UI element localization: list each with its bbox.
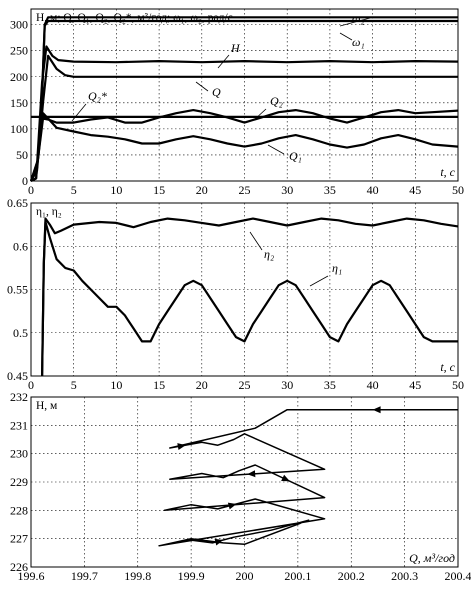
- series-line-1: [41, 217, 459, 377]
- y-tick-label: 226: [10, 560, 28, 574]
- y-tick-label: 232: [10, 390, 28, 404]
- x-tick-label: 40: [367, 183, 379, 197]
- annotation-label: Q: [212, 85, 221, 99]
- chart-panel-2: 0 5 10 15 20 25 30 35 40 45 50 0.45 0.5 0.55 0.6 0.65 η₁…: [7, 196, 464, 392]
- y-tick-label: 150: [10, 96, 28, 110]
- trajectory-arrow: [177, 443, 186, 451]
- trajectory-arrow: [227, 502, 237, 510]
- plot-frame: [30, 8, 459, 182]
- y-axis-label: η₁, η₂: [36, 206, 62, 218]
- x-axis-label: t, c: [440, 360, 455, 374]
- x-tick-label: 5: [71, 378, 77, 392]
- series-line-2: [41, 220, 458, 377]
- annotation-label: Q₁: [289, 149, 302, 163]
- y-tick-label: 227: [10, 532, 28, 546]
- x-tick-label: 35: [324, 183, 336, 197]
- x-tick-label: 200: [236, 569, 254, 583]
- y-tick-label: 50: [16, 148, 28, 162]
- trajectory-arrow: [214, 538, 224, 546]
- y-tick-label: 0.5: [13, 326, 28, 340]
- x-tick-label: 200.3: [391, 569, 418, 583]
- x-tick-label: 199.8: [124, 569, 151, 583]
- annotation-leader: [267, 144, 285, 155]
- y-tick-label: 231: [10, 418, 28, 432]
- y-tick-label: 228: [10, 503, 28, 517]
- y-axis-label: H, м; Q, Q₁, Q₂, Q₂*, м³/год; ω₁, ω₂, ра…: [36, 12, 233, 24]
- x-tick-label: 35: [324, 378, 336, 392]
- y-axis-label: H, м: [36, 400, 58, 412]
- annotation-label: Q₂: [270, 94, 283, 108]
- x-tick-label: 200.2: [338, 569, 365, 583]
- y-tick-label: 0.55: [7, 283, 28, 297]
- series-line-7: [29, 112, 459, 182]
- x-tick-label: 40: [367, 378, 379, 392]
- annotation-leader: [217, 54, 230, 69]
- annotation-leader: [253, 108, 267, 121]
- annotation-label: ω₁: [352, 35, 365, 49]
- x-tick-label: 50: [452, 378, 464, 392]
- y-tick-label: 100: [10, 122, 28, 136]
- y-tick-label: 0.65: [7, 196, 28, 210]
- trajectory-arrow: [372, 406, 381, 414]
- annotation-leader: [195, 81, 209, 92]
- x-tick-label: 0: [28, 183, 34, 197]
- annotation-leader: [309, 275, 329, 287]
- chart-panel-1: 0 5 10 15 20 25 30 35 40 45 50 0 50 100 150 200 250 300 H,…: [10, 8, 464, 197]
- series-line-1: [158, 408, 458, 547]
- annotation-label: Q₂*: [88, 89, 107, 103]
- x-tick-label: 25: [239, 183, 251, 197]
- annotation-leader: [71, 103, 87, 122]
- x-tick-label: 30: [281, 183, 293, 197]
- x-tick-label: 20: [196, 378, 208, 392]
- x-tick-label: 25: [239, 378, 251, 392]
- y-tick-label: 300: [10, 18, 28, 32]
- x-tick-label: 30: [281, 378, 293, 392]
- x-tick-label: 10: [110, 378, 122, 392]
- trajectory-arrow: [247, 470, 256, 478]
- x-tick-label: 10: [110, 183, 122, 197]
- annotation-label: H: [230, 41, 241, 55]
- y-tick-label: 229: [10, 475, 28, 489]
- y-tick-label: 0.6: [13, 239, 28, 253]
- x-tick-label: 199.6: [18, 569, 45, 583]
- annotation-label: η₂: [264, 247, 274, 261]
- x-axis-label: Q, м³/год: [409, 551, 455, 565]
- x-tick-label: 200.1: [284, 569, 311, 583]
- annotation-label: η₁: [332, 261, 342, 275]
- x-tick-label: 45: [409, 378, 421, 392]
- y-tick-label: 0: [22, 174, 28, 188]
- annotation-leader: [249, 231, 263, 251]
- annotation-leader: [339, 17, 371, 27]
- x-tick-label: 15: [153, 378, 165, 392]
- y-tick-label: 230: [10, 447, 28, 461]
- y-tick-label: 250: [10, 44, 28, 58]
- plot-frame: [30, 396, 459, 568]
- x-tick-label: 200.4: [445, 569, 471, 583]
- x-tick-label: 0: [28, 378, 34, 392]
- x-tick-label: 15: [153, 183, 165, 197]
- x-tick-label: 20: [196, 183, 208, 197]
- series-line-6: [29, 108, 459, 182]
- x-axis-label: t, c: [440, 165, 455, 179]
- x-tick-label: 45: [409, 183, 421, 197]
- x-tick-label: 199.7: [71, 569, 98, 583]
- x-tick-label: 199.9: [178, 569, 205, 583]
- annotation-label: ω₂: [352, 11, 365, 25]
- trajectory-arrow: [281, 474, 290, 482]
- plot-frame: [30, 202, 459, 377]
- y-tick-label: 200: [10, 70, 28, 84]
- annotation-leader: [339, 32, 353, 41]
- x-tick-label: 5: [71, 183, 77, 197]
- x-tick-label: 50: [452, 183, 464, 197]
- y-tick-label: 0.45: [7, 369, 28, 383]
- chart-panel-3: 199.6 199.7 199.8 199.9 200 200.1 200.2 200.3 20…: [10, 390, 471, 583]
- series-line-3: [29, 45, 459, 182]
